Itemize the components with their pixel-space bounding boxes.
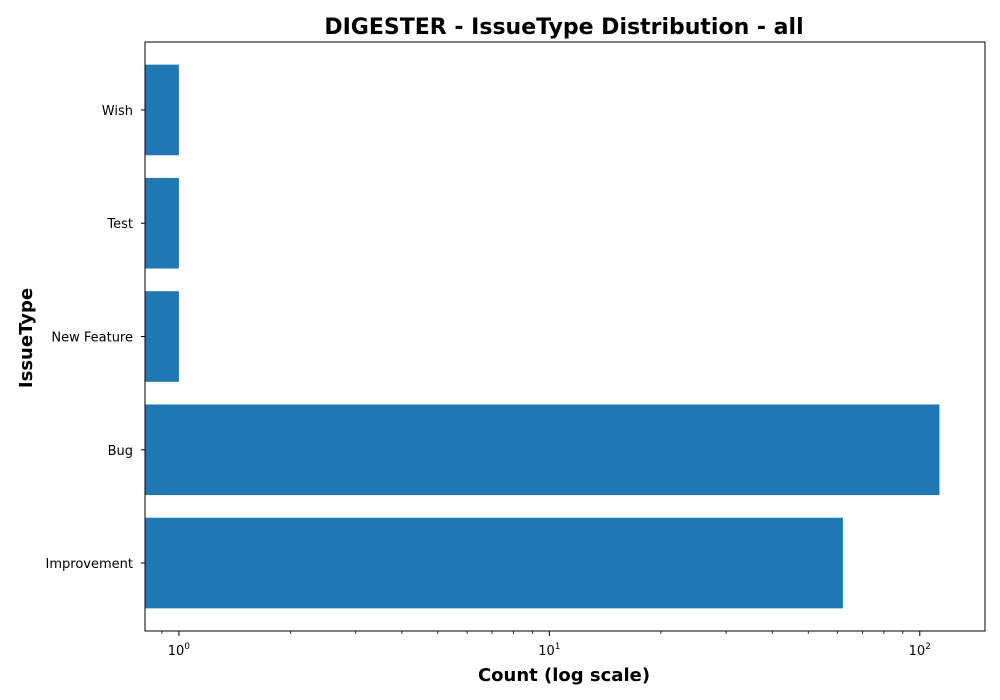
- y-tick-label: Wish: [102, 104, 133, 119]
- y-tick-label: Improvement: [46, 557, 133, 572]
- x-tick-label: 102: [909, 642, 931, 659]
- y-axis-label: IssueType: [16, 288, 37, 388]
- bar-test: [145, 177, 179, 269]
- x-axis-label: Count (log scale): [478, 665, 650, 686]
- bar-improvement: [145, 517, 843, 609]
- x-tick-label: 101: [538, 642, 560, 659]
- y-tick-label: New Feature: [51, 331, 133, 346]
- bar-bug: [145, 404, 940, 496]
- bar-new-feature: [145, 291, 179, 382]
- x-tick-label: 100: [168, 642, 191, 659]
- plot-frame: [144, 41, 986, 632]
- x-ticks-group: 100 101 102: [161, 631, 931, 659]
- y-tick-label: Test: [106, 217, 133, 232]
- bars-group: [145, 64, 940, 609]
- y-tick-label: Bug: [108, 444, 133, 459]
- bar-wish: [145, 64, 179, 156]
- chart-title: DIGESTER - IssueType Distribution - all: [324, 15, 803, 40]
- y-ticks-group: Improvement Bug New Feature Test Wish: [46, 104, 145, 572]
